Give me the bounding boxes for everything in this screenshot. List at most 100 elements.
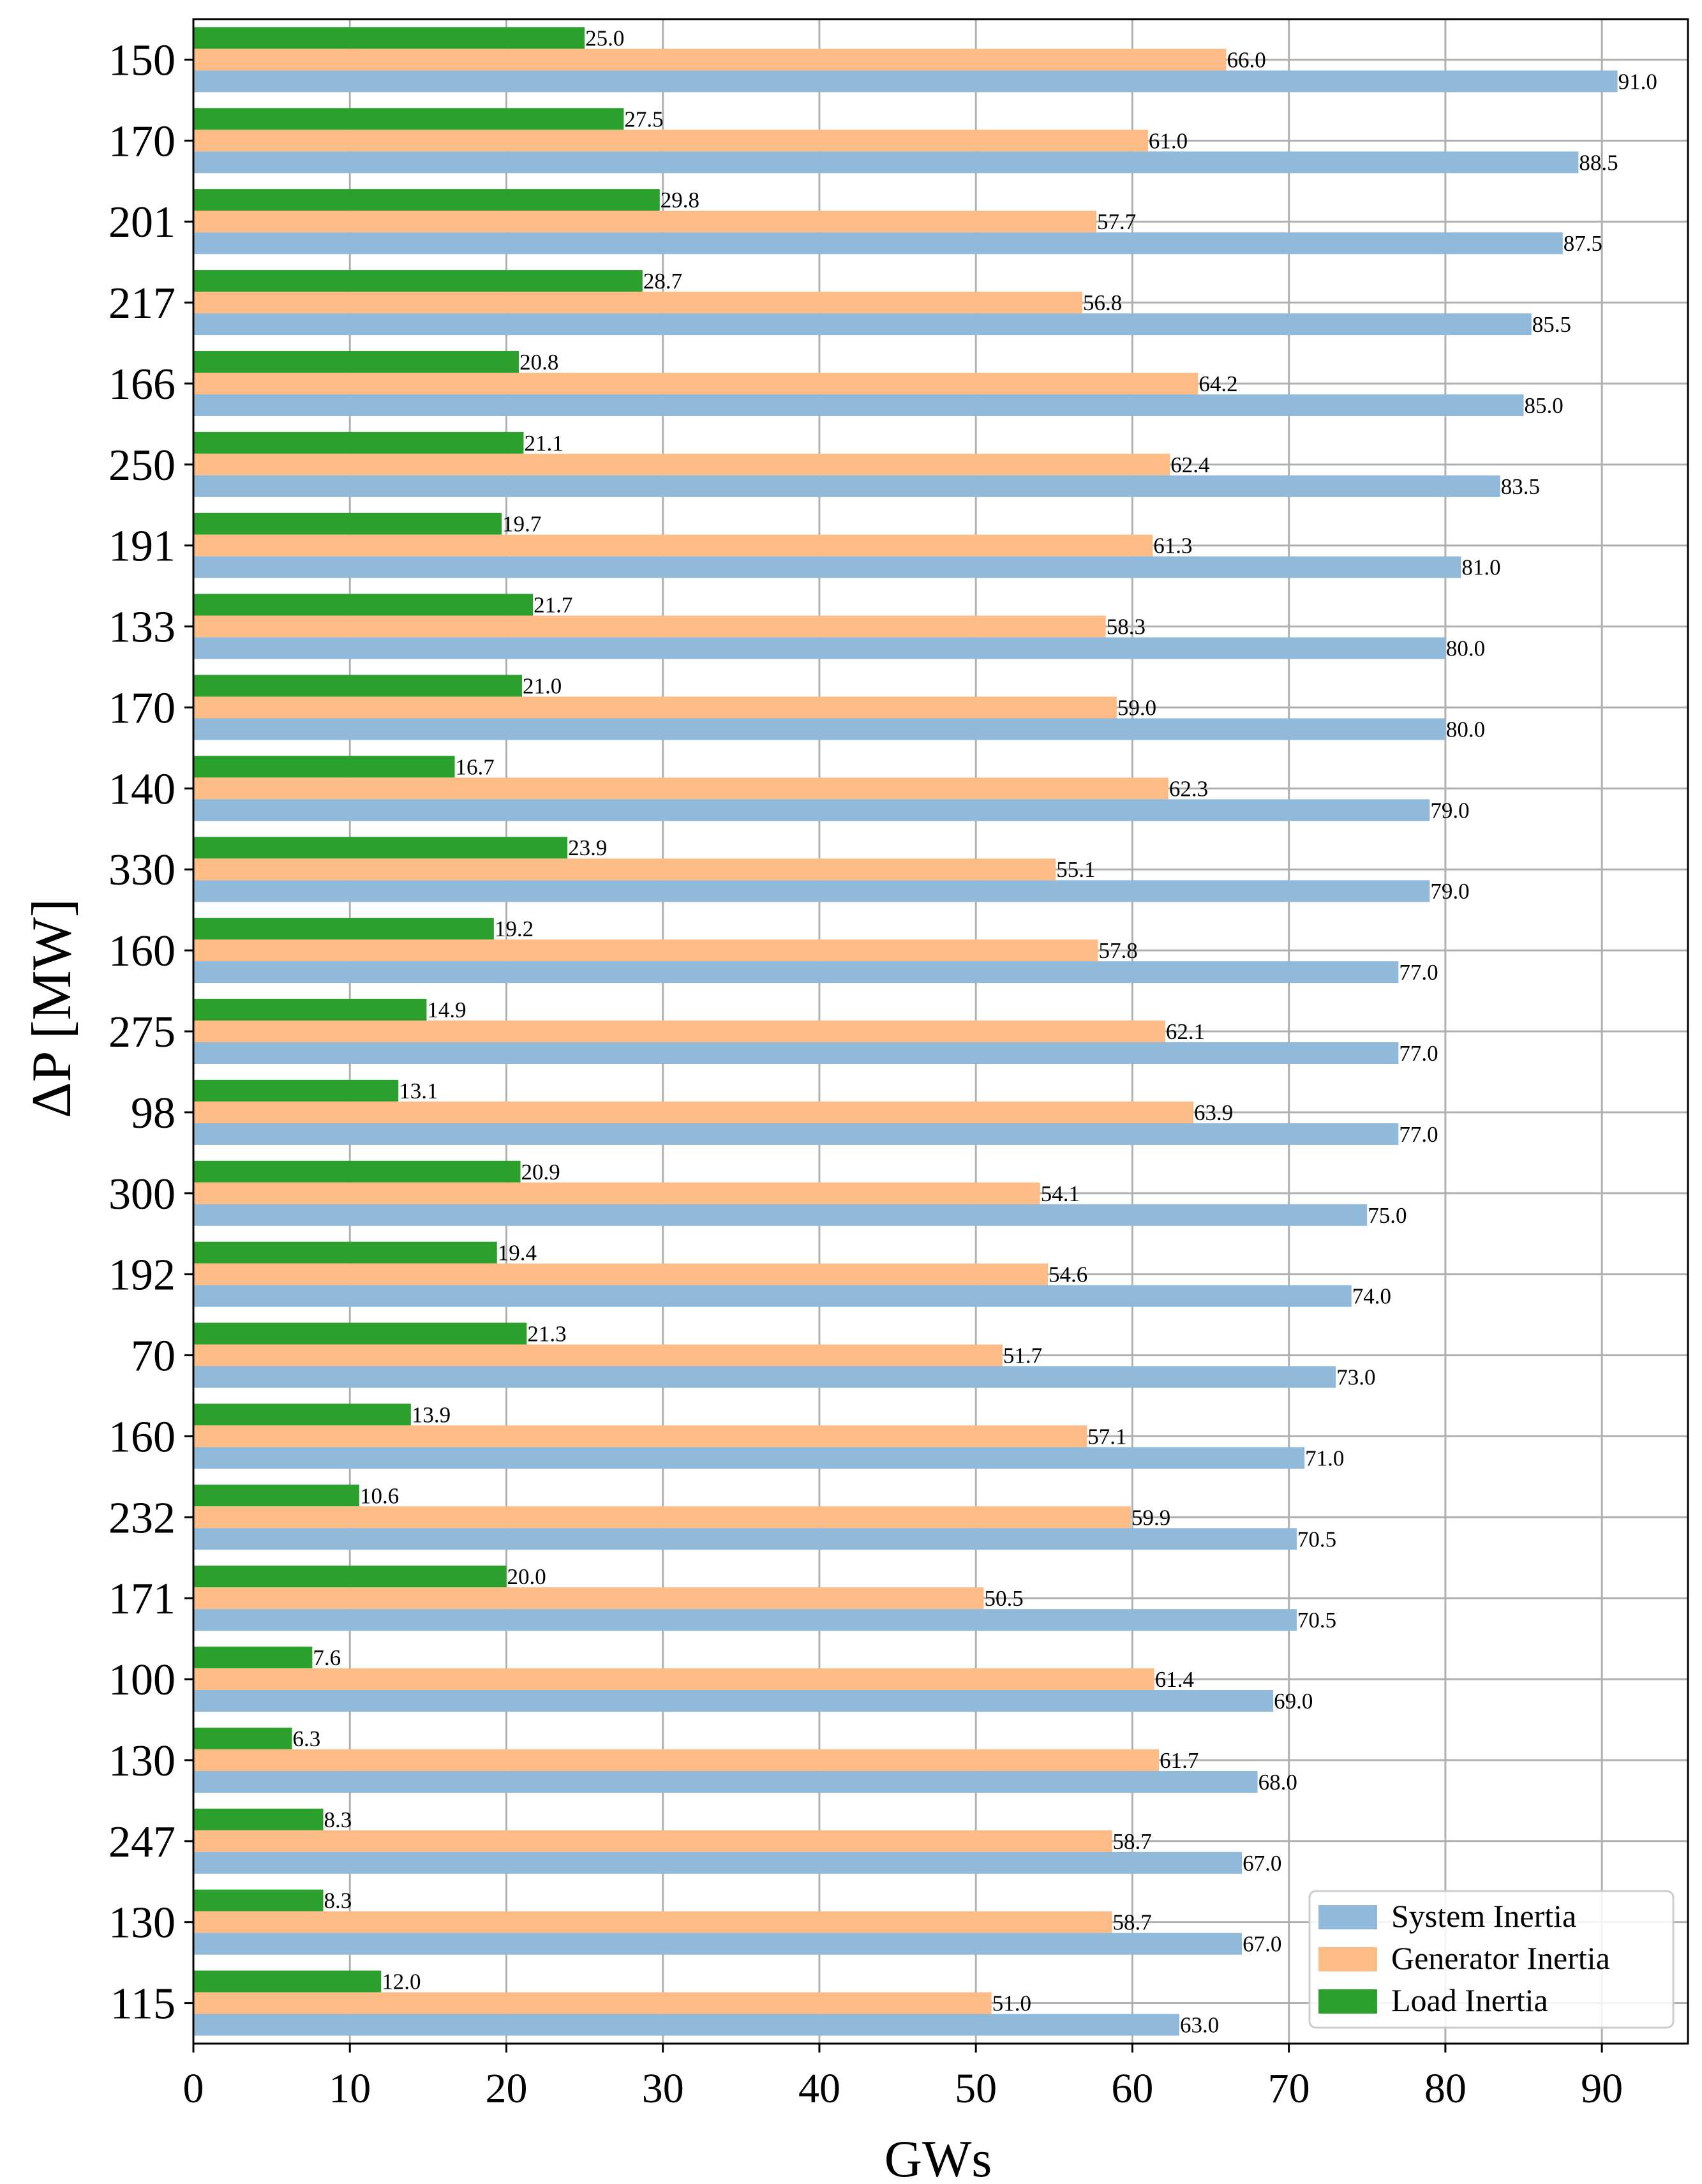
bar-system-inertia [193,961,1399,984]
bar-load-inertia [193,1241,497,1264]
value-label: 7.6 [313,1645,341,1670]
x-tick-label: 50 [955,2065,997,2112]
bar-system-inertia [193,1770,1258,1793]
y-tick-label: 250 [108,441,175,490]
value-label: 73.0 [1336,1365,1375,1390]
value-label: 75.0 [1368,1203,1407,1228]
bar-load-inertia [193,1970,382,1993]
value-label: 57.7 [1097,209,1136,234]
bar-generator-inertia [193,1587,984,1610]
x-tick-label: 40 [798,2065,840,2112]
y-tick-label: 166 [108,360,175,409]
y-tick-label: 130 [108,1737,175,1786]
value-label: 74.0 [1352,1284,1391,1309]
y-tick-label: 170 [108,117,175,166]
bar-generator-inertia [193,1830,1112,1852]
value-label: 81.0 [1461,555,1500,580]
value-label: 62.1 [1166,1019,1205,1044]
bar-system-inertia [193,799,1430,821]
bar-load-inertia [193,1079,399,1102]
value-label: 62.3 [1169,776,1208,801]
value-label: 20.0 [507,1564,546,1589]
value-label: 51.7 [1003,1343,1042,1368]
x-tick-label: 0 [183,2065,204,2112]
bar-system-inertia [193,1851,1243,1874]
bar-generator-inertia [193,1344,1003,1366]
bar-generator-inertia [193,1911,1112,1933]
value-label: 6.3 [292,1726,320,1751]
bar-generator-inertia [193,1101,1194,1123]
bar-load-inertia [193,189,660,211]
bar-system-inertia [193,637,1445,659]
value-label: 77.0 [1399,1122,1438,1147]
bar-generator-inertia [193,1668,1154,1691]
value-label: 13.1 [399,1079,438,1103]
bar-system-inertia [193,1690,1274,1712]
bar-system-inertia [193,1366,1336,1388]
value-label: 71.0 [1305,1446,1344,1470]
value-label: 19.7 [502,512,541,537]
value-label: 8.3 [324,1889,352,1913]
y-tick-label: 217 [108,279,175,328]
value-label: 77.0 [1399,960,1438,985]
bar-load-inertia [193,1322,527,1345]
x-tick-label: 20 [485,2065,527,2112]
value-label: 67.0 [1243,1932,1281,1957]
bar-system-inertia [193,1609,1297,1631]
y-tick-label: 98 [131,1089,175,1138]
y-tick-label: 191 [108,522,175,571]
value-label: 59.9 [1131,1505,1170,1530]
value-label: 29.8 [661,188,699,213]
bar-load-inertia [193,27,585,49]
value-label: 21.1 [524,431,563,456]
legend-entry: Load Inertia [1391,1982,1548,2018]
bar-system-inertia [193,1528,1297,1550]
value-label: 10.6 [360,1483,399,1508]
bar-load-inertia [193,1566,507,1588]
bar-system-inertia [193,718,1445,740]
y-tick-label: 160 [108,1412,175,1462]
value-label: 70.5 [1297,1608,1336,1633]
bar-system-inertia [193,1933,1243,1955]
value-label: 19.2 [495,916,534,941]
value-label: 20.9 [521,1160,560,1185]
axis-ticks: 0 10 20 30 40 50 60 70 80 90 150 170 201 217 166 250 191… [108,36,1623,2112]
value-label: 61.0 [1149,128,1188,153]
y-tick-label: 140 [108,765,175,814]
value-label: 87.5 [1564,231,1602,256]
bar-load-inertia [193,1727,292,1749]
value-labels: 25.0 66.0 91.0 27.5 61.0 88.5 29.8 57.7 87.5 28.7… [292,26,1657,2037]
bar-generator-inertia [193,1263,1048,1285]
value-label: 63.0 [1180,2013,1219,2038]
y-tick-label: 160 [108,927,175,976]
bar-generator-inertia [193,130,1148,152]
bar-generator-inertia [193,372,1198,394]
bar-generator-inertia [193,1425,1087,1447]
bar-system-inertia [193,880,1430,902]
bar-generator-inertia [193,615,1106,638]
bar-load-inertia [193,431,524,454]
value-label: 91.0 [1618,69,1657,94]
y-tick-label: 247 [108,1818,175,1867]
value-label: 85.5 [1532,312,1571,337]
value-label: 51.0 [992,1991,1031,2016]
value-label: 57.1 [1087,1424,1126,1449]
bar-load-inertia [193,675,522,697]
bar-load-inertia [193,756,455,778]
bars [193,27,1618,2036]
y-tick-label: 170 [108,684,175,733]
bar-load-inertia [193,108,624,130]
bar-system-inertia [193,232,1563,255]
value-label: 70.5 [1297,1527,1336,1552]
bar-system-inertia [193,151,1579,174]
bar-system-inertia [193,556,1461,578]
value-label: 79.0 [1430,798,1469,823]
bar-load-inertia [193,1889,324,1911]
y-tick-label: 232 [108,1493,175,1543]
bar-load-inertia [193,998,427,1021]
value-label: 88.5 [1579,150,1618,175]
bar-generator-inertia [193,939,1098,962]
bar-system-inertia [193,1447,1305,1469]
value-label: 77.0 [1399,1041,1438,1066]
value-label: 58.3 [1107,615,1146,639]
